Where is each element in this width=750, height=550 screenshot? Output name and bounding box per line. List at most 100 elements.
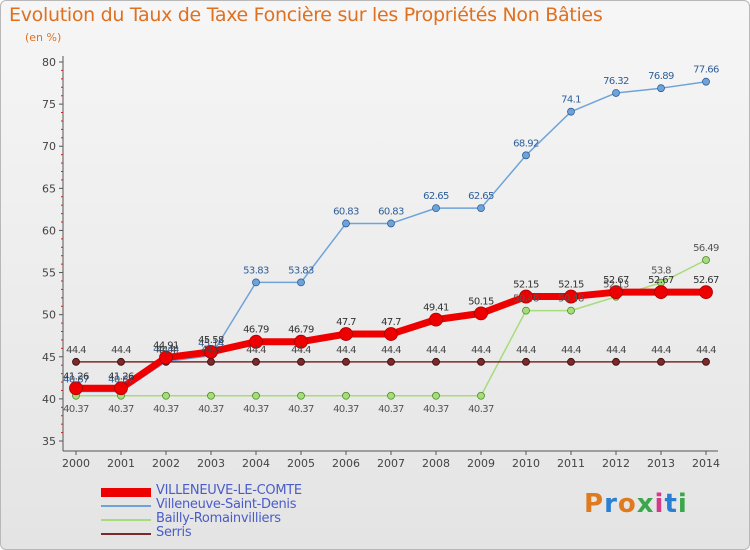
- data-label: 47.7: [381, 317, 401, 328]
- data-label: 40.37: [378, 404, 404, 415]
- data-point: [477, 357, 485, 366]
- y-tick-label: 55: [42, 267, 56, 280]
- data-label: 52.67: [693, 275, 719, 286]
- data-label: 52.15: [513, 280, 539, 291]
- legend-swatch: [101, 487, 151, 497]
- x-tick-label: 2000: [62, 457, 90, 470]
- logo-letter: o: [617, 489, 637, 519]
- data-label: 44.4: [471, 345, 491, 356]
- data-point: [477, 204, 485, 213]
- data-label: 44.4: [291, 345, 311, 356]
- y-tick-label: 65: [42, 182, 56, 195]
- data-label: 44.4: [201, 345, 221, 356]
- data-label: 50.48: [558, 294, 584, 305]
- data-point: [657, 357, 665, 366]
- data-label: 68.92: [513, 138, 539, 149]
- data-label: 62.65: [423, 191, 449, 202]
- x-tick-label: 2012: [602, 457, 630, 470]
- x-tick-label: 2004: [242, 457, 270, 470]
- x-tick-label: 2006: [332, 457, 360, 470]
- data-point: [297, 357, 305, 366]
- data-point: [429, 312, 443, 327]
- data-point: [117, 357, 125, 366]
- data-label: 44.4: [336, 345, 356, 356]
- legend-swatch: [101, 505, 151, 507]
- legend-label: Serris: [156, 525, 192, 540]
- data-label: 44.91: [153, 341, 179, 352]
- data-label: 76.89: [648, 71, 674, 82]
- data-label: 52.13: [603, 280, 629, 291]
- data-point: [162, 391, 170, 400]
- data-label: 40.37: [153, 404, 179, 415]
- x-tick-label: 2008: [422, 457, 450, 470]
- proxiti-logo: Proxiti: [584, 489, 688, 519]
- data-point: [249, 334, 263, 349]
- x-tick-label: 2005: [287, 457, 315, 470]
- data-label: 52.67: [603, 275, 629, 286]
- y-tick-label: 50: [42, 309, 56, 322]
- data-label: 44.4: [426, 345, 446, 356]
- y-tick-label: 80: [42, 56, 56, 69]
- data-label: 40.87: [108, 375, 134, 386]
- data-point: [387, 219, 395, 228]
- data-point: [522, 357, 530, 366]
- logo-letter: i: [677, 489, 688, 519]
- data-point: [609, 285, 623, 300]
- data-label: 74.1: [561, 95, 581, 106]
- x-tick-label: 2013: [647, 457, 675, 470]
- data-point: [339, 327, 353, 341]
- y-tick-label: 70: [42, 140, 56, 153]
- data-point: [252, 357, 260, 366]
- y-tick-label: 75: [42, 98, 56, 111]
- data-point: [657, 84, 665, 93]
- data-label: 44.4: [66, 345, 86, 356]
- data-label: 53.83: [288, 265, 314, 276]
- data-label: 52.67: [648, 275, 674, 286]
- data-label: 62.65: [468, 191, 494, 202]
- data-label: 53.8: [651, 266, 671, 277]
- legend-label: Bailly-Romainvilliers: [156, 511, 281, 526]
- data-label: 49.41: [423, 303, 449, 314]
- data-point: [204, 344, 218, 359]
- data-label: 60.83: [378, 206, 404, 217]
- data-point: [384, 327, 398, 341]
- data-label: 44.4: [606, 345, 626, 356]
- data-point: [477, 391, 485, 400]
- data-point: [342, 357, 350, 366]
- data-point: [567, 306, 575, 315]
- x-tick-label: 2007: [377, 457, 405, 470]
- x-tick-label: 2001: [107, 457, 135, 470]
- x-tick-label: 2003: [197, 457, 225, 470]
- data-point: [567, 107, 575, 116]
- data-point: [207, 357, 215, 366]
- data-point: [387, 357, 395, 366]
- x-tick-label: 2014: [692, 457, 720, 470]
- legend-swatch: [101, 519, 151, 521]
- x-tick-label: 2009: [467, 457, 495, 470]
- data-point: [567, 357, 575, 366]
- data-label: 45.58: [198, 335, 224, 346]
- logo-letter: r: [604, 489, 618, 519]
- logo-letter: i: [654, 489, 665, 519]
- data-label: 52.15: [558, 280, 584, 291]
- y-tick-label: 40: [42, 393, 56, 406]
- logo-letter: P: [584, 489, 605, 519]
- x-tick-label: 2010: [512, 457, 540, 470]
- data-label: 56.49: [693, 243, 719, 254]
- data-point: [297, 391, 305, 400]
- data-point: [432, 391, 440, 400]
- data-label: 40.37: [108, 404, 134, 415]
- data-label: 44.4: [246, 345, 266, 356]
- y-tick-label: 60: [42, 224, 56, 237]
- data-point: [474, 306, 488, 321]
- data-label: 45.14: [198, 339, 224, 350]
- data-point: [564, 289, 578, 304]
- data-label: 76.32: [603, 76, 629, 87]
- data-label: 44.4: [381, 345, 401, 356]
- legend-label: Villeneuve-Saint-Denis: [156, 497, 297, 512]
- data-point: [72, 357, 80, 366]
- data-point: [294, 334, 308, 349]
- data-label: 40.37: [423, 404, 449, 415]
- logo-letter: t: [664, 489, 678, 519]
